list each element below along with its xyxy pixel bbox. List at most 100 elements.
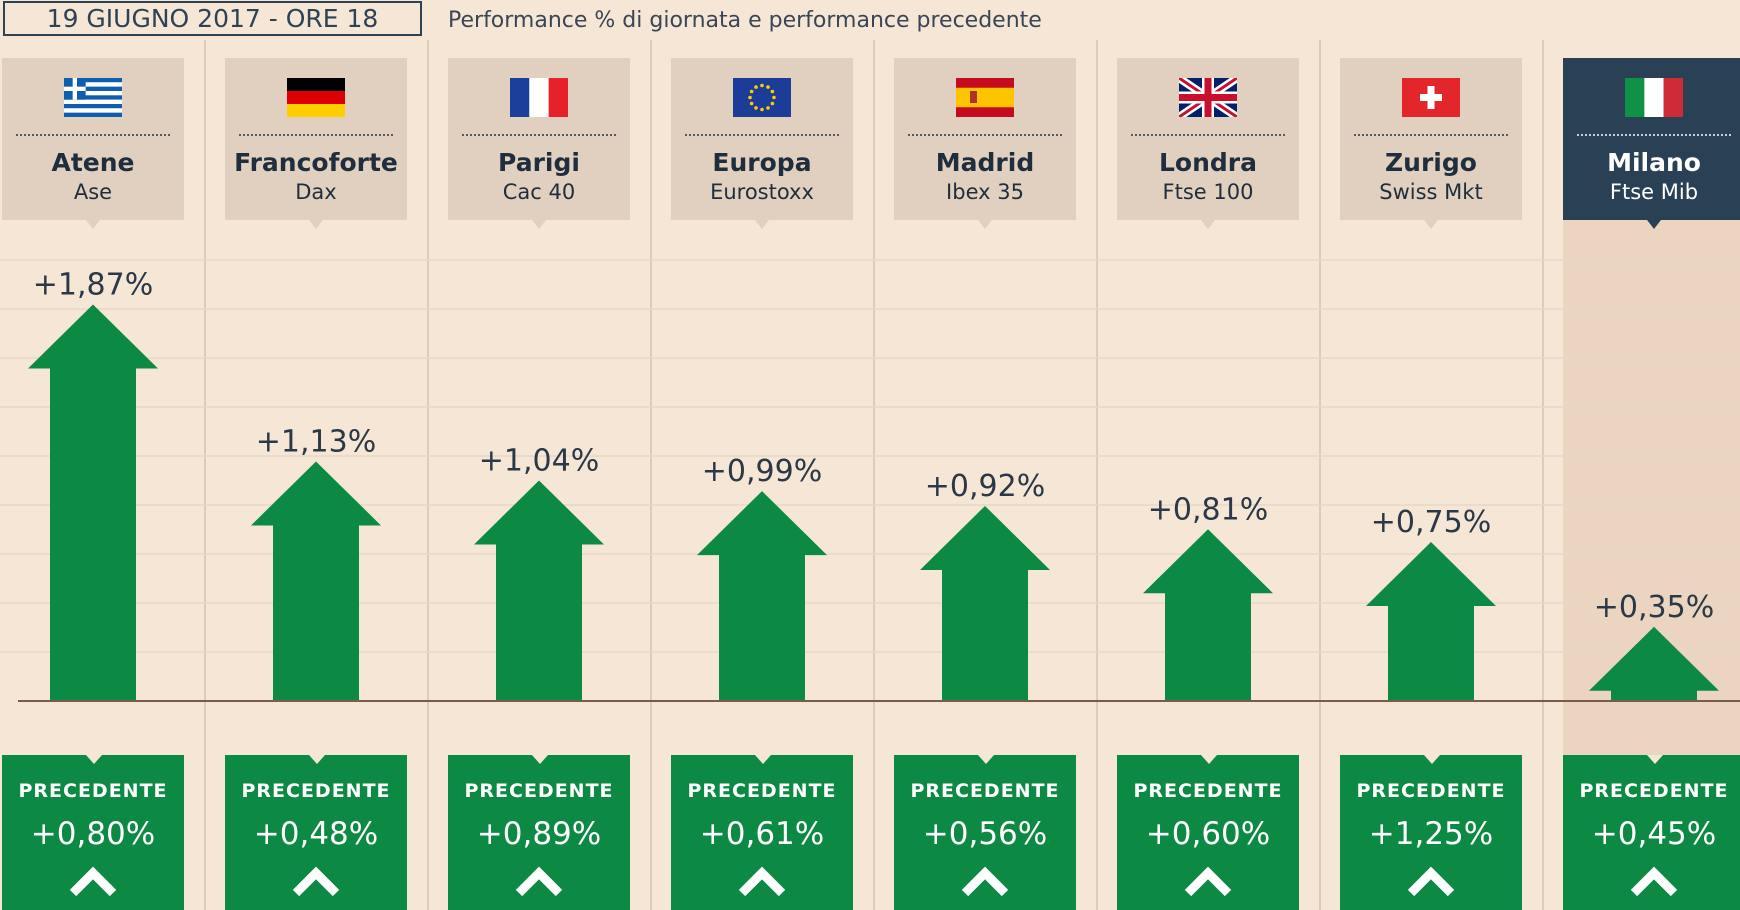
market-card-milano: Milano Ftse Mib bbox=[1563, 58, 1740, 229]
dotted-separator bbox=[1131, 134, 1285, 136]
card-notch bbox=[978, 755, 994, 764]
previous-heading: PRECEDENTE bbox=[464, 780, 614, 802]
market-card-atene: Atene Ase bbox=[2, 58, 184, 229]
market-index: Ftse Mib bbox=[1609, 180, 1699, 204]
previous-value: +0,56% bbox=[922, 816, 1048, 852]
dotted-separator bbox=[462, 134, 616, 136]
previous-card-madrid: PRECEDENTE +0,56% bbox=[894, 755, 1076, 910]
market-card-zurigo: Zurigo Swiss Mkt bbox=[1340, 58, 1522, 229]
market-city: Londra bbox=[1159, 148, 1257, 177]
greece-flag-icon bbox=[64, 78, 122, 117]
card-notch bbox=[1424, 755, 1440, 764]
market-card-europa: Europa Eurostoxx bbox=[671, 58, 853, 229]
previous-card-zurigo: PRECEDENTE +1,25% bbox=[1340, 755, 1522, 910]
previous-card-parigi: PRECEDENTE +0,89% bbox=[448, 755, 630, 910]
data-label-madrid: +0,92% bbox=[925, 469, 1045, 504]
data-label-milano: +0,35% bbox=[1594, 590, 1714, 625]
previous-value: +0,80% bbox=[30, 816, 156, 852]
previous-value: +0,89% bbox=[476, 816, 602, 852]
previous-value: +1,25% bbox=[1368, 816, 1494, 852]
previous-value: +0,61% bbox=[699, 816, 825, 852]
dotted-separator bbox=[908, 134, 1062, 136]
card-notch bbox=[1201, 755, 1217, 764]
data-label-londra: +0,81% bbox=[1148, 492, 1268, 527]
data-label-francoforte: +1,13% bbox=[256, 424, 376, 459]
chart-bars bbox=[28, 304, 1719, 701]
eu-flag-icon bbox=[733, 78, 791, 117]
bar-arrow-europa bbox=[697, 491, 827, 701]
chart-labels: +1,87% +1,13% +1,04% +0,99% +0,92% +0,81% +0,7… bbox=[33, 268, 1714, 625]
data-label-atene: +1,87% bbox=[33, 268, 153, 303]
chevron-up-icon bbox=[1407, 866, 1455, 897]
bar-arrow-francoforte bbox=[251, 461, 381, 701]
bar-arrow-atene bbox=[28, 304, 158, 701]
card-notch bbox=[86, 755, 102, 764]
market-city: Francoforte bbox=[234, 148, 398, 177]
market-city: Milano bbox=[1607, 148, 1701, 177]
market-index: Ibex 35 bbox=[946, 180, 1024, 204]
card-pointer bbox=[755, 220, 769, 229]
market-city: Europa bbox=[712, 148, 812, 177]
dotted-separator bbox=[239, 134, 393, 136]
switzerland-flag-icon bbox=[1402, 78, 1460, 117]
chevron-up-icon bbox=[1184, 866, 1232, 897]
chevron-up-icon bbox=[738, 866, 786, 897]
date-box: 19 GIUGNO 2017 - ORE 18 bbox=[3, 1, 422, 36]
card-notch bbox=[532, 755, 548, 764]
previous-card-londra: PRECEDENTE +0,60% bbox=[1117, 755, 1299, 910]
spain-flag-icon bbox=[956, 78, 1014, 117]
uk-flag-icon bbox=[1179, 78, 1237, 117]
market-city: Zurigo bbox=[1385, 148, 1477, 177]
card-pointer bbox=[309, 220, 323, 229]
chevron-up-icon bbox=[1630, 866, 1678, 897]
previous-heading: PRECEDENTE bbox=[1579, 780, 1729, 802]
card-pointer bbox=[1424, 220, 1438, 229]
bar-arrow-madrid bbox=[920, 505, 1050, 701]
chevron-up-icon bbox=[69, 866, 117, 897]
market-card-parigi: Parigi Cac 40 bbox=[448, 58, 630, 229]
data-label-parigi: +1,04% bbox=[479, 444, 599, 479]
previous-card-milano: PRECEDENTE +0,45% bbox=[1563, 755, 1740, 910]
card-notch bbox=[309, 755, 325, 764]
bar-arrow-parigi bbox=[474, 480, 604, 701]
dotted-separator bbox=[1577, 134, 1731, 136]
data-label-zurigo: +0,75% bbox=[1371, 505, 1491, 540]
card-notch bbox=[755, 755, 771, 764]
market-card-francoforte: Francoforte Dax bbox=[225, 58, 407, 229]
chevron-up-icon bbox=[515, 866, 563, 897]
previous-heading: PRECEDENTE bbox=[910, 780, 1060, 802]
previous-heading: PRECEDENTE bbox=[18, 780, 168, 802]
previous-heading: PRECEDENTE bbox=[1133, 780, 1283, 802]
previous-card-atene: PRECEDENTE +0,80% bbox=[2, 755, 184, 910]
market-city: Parigi bbox=[498, 148, 580, 177]
card-pointer bbox=[1647, 220, 1661, 229]
chevron-up-icon bbox=[292, 866, 340, 897]
bar-arrow-zurigo bbox=[1366, 542, 1496, 701]
market-index: Cac 40 bbox=[502, 180, 576, 204]
dotted-separator bbox=[16, 134, 170, 136]
previous-value: +0,45% bbox=[1591, 816, 1717, 852]
previous-value: +0,60% bbox=[1145, 816, 1271, 852]
previous-heading: PRECEDENTE bbox=[1356, 780, 1506, 802]
chevron-up-icon bbox=[961, 866, 1009, 897]
chart-subtitle: Performance % di giornata e performance … bbox=[448, 8, 1042, 33]
dotted-separator bbox=[1354, 134, 1508, 136]
germany-flag-icon bbox=[287, 78, 345, 117]
market-card-madrid: Madrid Ibex 35 bbox=[894, 58, 1076, 229]
previous-card-europa: PRECEDENTE +0,61% bbox=[671, 755, 853, 910]
card-pointer bbox=[1201, 220, 1215, 229]
card-pointer bbox=[532, 220, 546, 229]
card-pointer bbox=[978, 220, 992, 229]
market-index: Eurostoxx bbox=[710, 180, 814, 204]
dotted-separator bbox=[685, 134, 839, 136]
card-notch bbox=[1647, 755, 1663, 764]
previous-heading: PRECEDENTE bbox=[241, 780, 391, 802]
card-pointer bbox=[86, 220, 100, 229]
previous-value: +0,48% bbox=[253, 816, 379, 852]
italy-flag-icon bbox=[1625, 78, 1683, 117]
data-label-europa: +0,99% bbox=[702, 454, 822, 489]
bar-arrow-londra bbox=[1143, 529, 1273, 701]
bar-arrow-milano bbox=[1589, 626, 1719, 701]
france-flag-icon bbox=[510, 78, 568, 117]
market-index: Dax bbox=[295, 180, 337, 204]
